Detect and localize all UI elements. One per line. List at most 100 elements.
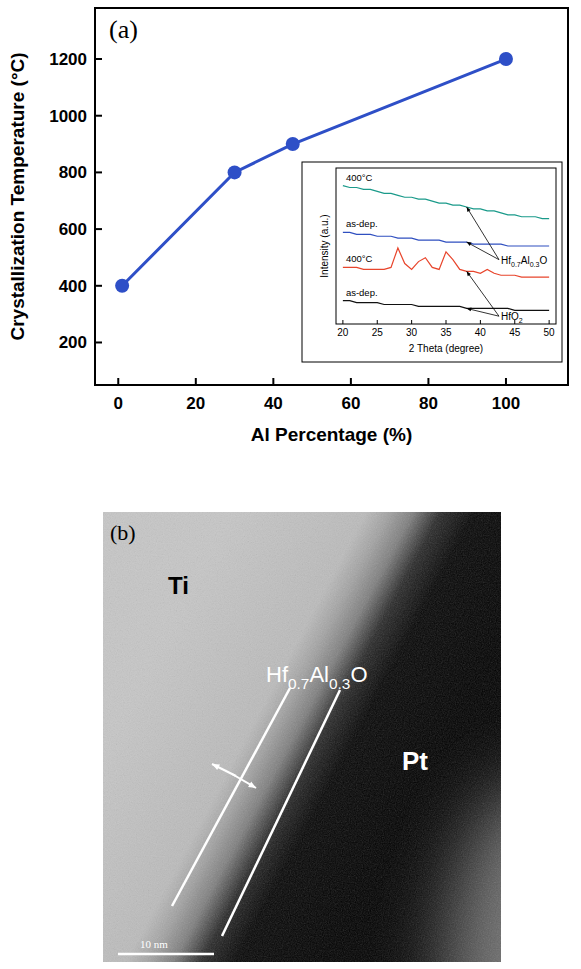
y-tick-label: 1200 (49, 50, 87, 69)
x-tick (117, 378, 119, 385)
y-tick (95, 58, 102, 60)
layer-edge (172, 688, 290, 906)
subscript: 2 (519, 317, 523, 324)
text-part: O (539, 255, 547, 266)
y-axis-title: Crystallization Temperature (°C) (7, 52, 28, 340)
x-axis-title: 2 Theta (degree) (409, 343, 483, 354)
arrow-head (467, 207, 471, 212)
data-line (343, 232, 549, 246)
inset: 20 25 30 35 40 45 50 2 Theta (degree) Intensity … (302, 162, 562, 362)
series-label: as-dep. (346, 287, 378, 298)
arrow (232, 774, 256, 788)
arrow (467, 308, 499, 317)
arrow-head (467, 242, 472, 246)
plot-frame (95, 8, 568, 385)
data-line (343, 186, 549, 219)
y-tick-label: 400 (59, 277, 87, 296)
y-tick (95, 171, 102, 173)
x-tick-label: 25 (372, 327, 384, 338)
x-tick-label: 30 (406, 327, 418, 338)
data-line (343, 301, 549, 311)
x-tick-label: 80 (419, 394, 438, 413)
x-tick (377, 320, 378, 324)
inset-box (302, 162, 562, 362)
text-part: O (350, 662, 367, 687)
panel-label: (b) (110, 520, 136, 545)
panel-a: 0 20 40 60 80 100 200 400 600 800 1000 1200 Al Perce… (7, 8, 568, 445)
x-tick (342, 320, 343, 324)
panel-label: (a) (109, 15, 138, 44)
region-label: Pt (402, 746, 428, 776)
data-point (228, 165, 242, 179)
series-label: as-dep. (346, 218, 378, 229)
tem-background (103, 512, 501, 962)
tem-image (103, 512, 501, 962)
arrow-line (467, 207, 499, 260)
x-tick-label: 0 (114, 394, 123, 413)
x-tick-label: 20 (186, 394, 205, 413)
y-tick-label: 600 (59, 220, 87, 239)
x-tick-label: 50 (544, 327, 556, 338)
arrow (467, 271, 499, 316)
x-tick-label: 40 (264, 394, 283, 413)
data-line (343, 248, 549, 277)
panel-b: (b)TiHf0.7Al0.3OPt10 nm (103, 512, 581, 969)
y-tick (95, 285, 102, 287)
layer-edge (222, 690, 340, 936)
annotation: HfO2 (501, 311, 523, 324)
text-part: Al (521, 255, 530, 266)
subscript: 0.7 (288, 675, 309, 692)
data-point (286, 137, 300, 151)
arrow-head (248, 782, 256, 788)
x-tick (195, 378, 197, 385)
arrow-line (467, 308, 499, 316)
y-tick (95, 115, 102, 117)
subscript: 0.7 (511, 261, 521, 268)
x-tick-label: 35 (440, 327, 452, 338)
x-tick (350, 378, 352, 385)
x-tick-label: 60 (341, 394, 360, 413)
x-tick (411, 320, 412, 324)
x-tick (480, 320, 481, 324)
subscript: 0.3 (329, 675, 350, 692)
data-group (343, 186, 549, 311)
arrow-head (212, 764, 220, 770)
data-point (115, 279, 129, 293)
tem-grain (103, 512, 501, 962)
series-label: 400°C (346, 253, 373, 264)
text-part: Ti (168, 572, 189, 599)
y-tick-label: 200 (59, 333, 87, 352)
x-tick-label: 40 (475, 327, 487, 338)
annotation: Hf0.7Al0.3O (501, 255, 547, 268)
figure: 0 20 40 60 80 100 200 400 600 800 1000 1200 Al Perce… (0, 0, 581, 969)
region-label: Ti (168, 572, 189, 599)
arrow-head (467, 271, 471, 276)
subscript: 0.3 (530, 261, 540, 268)
x-tick-label: 20 (337, 327, 349, 338)
x-tick-label: 45 (509, 327, 521, 338)
arrow (467, 242, 499, 260)
y-axis-title: Intensity (a.u.) (319, 214, 330, 277)
x-axis-title: Al Percentage (%) (251, 424, 413, 445)
region-label: Hf0.7Al0.3O (266, 662, 368, 692)
y-tick (95, 228, 102, 230)
text-part: Pt (402, 746, 428, 776)
text-part: Hf (501, 255, 511, 266)
arrow-line (232, 774, 256, 788)
x-tick (505, 378, 507, 385)
arrow-line (467, 271, 499, 316)
x-tick (549, 320, 550, 324)
text-part: Hf (266, 662, 289, 687)
scale-bar (118, 953, 214, 956)
x-tick (427, 378, 429, 385)
y-tick-label: 1000 (49, 107, 87, 126)
arrow-line (467, 242, 499, 260)
y-tick-label: 800 (59, 163, 87, 182)
y-tick (95, 341, 102, 343)
x-tick-label: 100 (492, 394, 520, 413)
series-label: 400°C (346, 172, 373, 183)
inset-frame (336, 168, 556, 324)
x-tick (272, 378, 274, 385)
data-point (499, 52, 513, 66)
text-part: Al (309, 662, 329, 687)
